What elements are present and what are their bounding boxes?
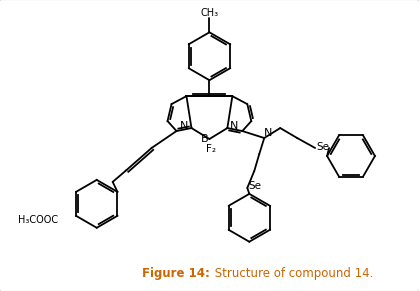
Text: N: N xyxy=(264,128,273,138)
Text: Structure of compound 14.: Structure of compound 14. xyxy=(211,267,374,280)
Text: H₃COOC: H₃COOC xyxy=(18,215,58,225)
Text: Se: Se xyxy=(317,142,330,152)
Text: N: N xyxy=(180,121,189,131)
Text: CH₃: CH₃ xyxy=(200,8,218,18)
Text: B: B xyxy=(201,134,208,144)
Text: F₂: F₂ xyxy=(206,144,216,154)
Text: N: N xyxy=(230,121,239,131)
Text: Se: Se xyxy=(249,181,262,191)
Text: Figure 14:: Figure 14: xyxy=(142,267,210,280)
